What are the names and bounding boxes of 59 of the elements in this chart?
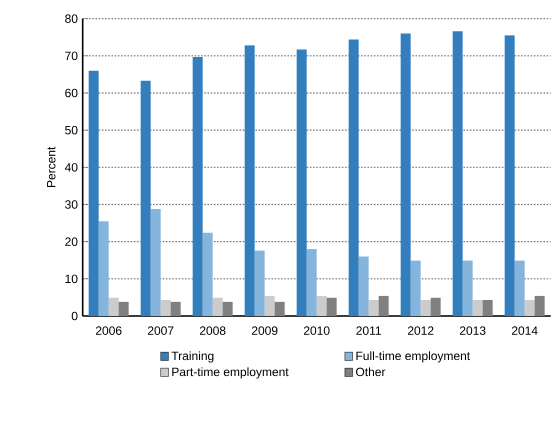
bar: [514, 260, 525, 316]
bar: [222, 302, 233, 316]
bar: [192, 56, 203, 316]
y-tick-label: 60: [65, 88, 78, 98]
x-tick-label: 2014: [512, 326, 538, 335]
bar: [264, 296, 275, 316]
x-tick-label: 2007: [148, 326, 174, 335]
bar: [430, 298, 441, 316]
bar: [534, 296, 545, 316]
bar: [326, 298, 337, 316]
bar: [420, 300, 431, 316]
y-tick-label: 70: [65, 52, 78, 60]
bar: [306, 249, 317, 316]
bar: [150, 208, 161, 316]
bar: [98, 221, 109, 316]
bar: [244, 45, 255, 316]
bar: [254, 250, 265, 316]
x-tick-label: 2012: [408, 326, 434, 335]
bar: [88, 70, 99, 316]
bar: [462, 260, 473, 316]
bar: [170, 302, 181, 316]
bar: [212, 298, 223, 316]
bar: [504, 35, 515, 316]
bar: [368, 300, 379, 316]
y-tick-label: 50: [65, 126, 78, 134]
bar: [378, 296, 389, 316]
y-axis-title: Percent: [47, 146, 56, 188]
legend-label: Other: [356, 367, 386, 376]
x-tick-label: 2006: [96, 326, 122, 335]
legend-label: Full-time employment: [356, 351, 470, 363]
y-tick-label: 80: [65, 14, 78, 23]
bar: [118, 302, 129, 316]
bar: [202, 232, 213, 316]
bar: [316, 296, 327, 316]
bar: [400, 34, 411, 316]
x-tick-label: 2011: [356, 326, 381, 335]
y-tick-label: 10: [66, 274, 78, 284]
bar: [358, 256, 369, 316]
x-tick-label: 2009: [252, 326, 278, 335]
bar: [274, 302, 285, 316]
bar: [524, 300, 535, 316]
bar: [160, 300, 171, 316]
x-tick-label: 2013: [460, 326, 486, 335]
x-tick-label: 2010: [304, 326, 330, 335]
bar: [140, 80, 151, 316]
legend-label: Part-time employment: [172, 367, 289, 379]
bar: [348, 39, 359, 316]
bar: [296, 50, 307, 316]
bar: [410, 260, 421, 316]
bar: [482, 300, 493, 316]
y-tick-label: 0: [72, 312, 78, 320]
bar: [108, 298, 119, 316]
bar: [472, 300, 483, 316]
bar: [452, 31, 463, 316]
legend-label: Training: [172, 351, 214, 363]
y-tick-label: 30: [65, 200, 78, 209]
y-tick-label: 20: [65, 237, 78, 246]
x-tick-label: 2008: [200, 326, 226, 335]
y-tick-label: 40: [64, 163, 78, 172]
